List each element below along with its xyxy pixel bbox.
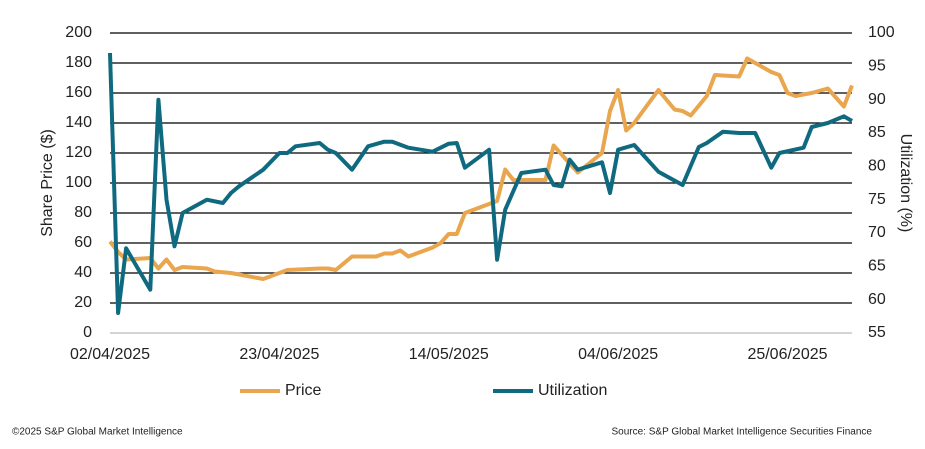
y2-tick-label: 90 (868, 91, 886, 108)
y2-tick-label: 80 (868, 158, 886, 175)
y-tick-label: 20 (74, 294, 92, 311)
y2-tick-label: 55 (868, 324, 886, 341)
y-tick-label: 100 (65, 174, 92, 191)
y2-tick-label: 95 (868, 58, 886, 75)
line-series (108, 52, 854, 315)
y2-tick-label: 75 (868, 191, 886, 208)
y2-tick-label: 60 (868, 291, 886, 308)
x-tick-label: 02/04/2025 (70, 346, 150, 363)
y2-tick-label: 100 (868, 24, 895, 41)
y-axis-label: Share Price ($) (39, 129, 56, 237)
legend-label: Price (285, 382, 322, 399)
x-tick-label: 04/06/2025 (578, 346, 658, 363)
footer-right: Source: S&P Global Market Intelligence S… (611, 427, 872, 438)
x-tick-label: 25/06/2025 (747, 346, 827, 363)
y-tick-label: 80 (74, 204, 92, 221)
y-tick-label: 180 (65, 54, 92, 71)
y2-axis-label: Utilization (%) (897, 134, 914, 233)
x-tick-label: 23/04/2025 (239, 346, 319, 363)
y-tick-label: 0 (83, 324, 92, 341)
y-tick-label: 40 (74, 264, 92, 281)
y2-tick-label: 70 (868, 224, 886, 241)
line-series (108, 56, 854, 281)
y-tick-label: 140 (65, 114, 92, 131)
y-tick-label: 160 (65, 84, 92, 101)
y-tick-label: 120 (65, 144, 92, 161)
y2-tick-label: 65 (868, 258, 886, 275)
legend-label: Utilization (538, 382, 607, 399)
y-tick-label: 200 (65, 24, 92, 41)
x-tick-label: 14/05/2025 (409, 346, 489, 363)
footer-left: ©2025 S&P Global Market Intelligence (12, 427, 183, 438)
y-tick-label: 60 (74, 234, 92, 251)
y2-tick-label: 85 (868, 124, 886, 141)
